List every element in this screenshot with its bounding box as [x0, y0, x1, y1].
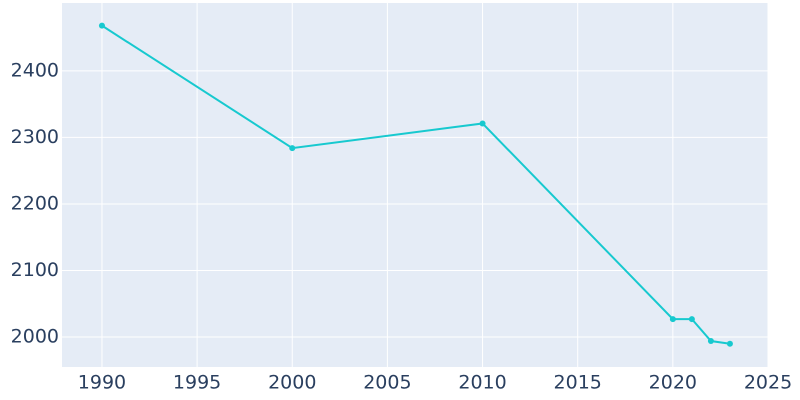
y-tick-label: 2000 — [11, 326, 59, 348]
x-tick-label: 2025 — [744, 372, 792, 394]
point — [669, 316, 676, 323]
point — [98, 22, 105, 29]
point — [289, 145, 296, 152]
point — [688, 316, 695, 323]
x-tick-label: 2000 — [268, 372, 316, 394]
y-tick-label: 2100 — [11, 259, 59, 281]
x-tick-label: 2010 — [458, 372, 506, 394]
x-tick-label: 1995 — [173, 372, 221, 394]
y-tick-label: 2300 — [11, 126, 59, 148]
y-tick-label: 2400 — [11, 59, 59, 81]
x-tick-label: 2020 — [649, 372, 697, 394]
x-tick-label: 1990 — [78, 372, 126, 394]
point — [726, 340, 733, 347]
y-tick-label: 2200 — [11, 192, 59, 214]
x-tick-label: 2015 — [554, 372, 602, 394]
x-tick-label: 2005 — [363, 372, 411, 394]
point — [707, 338, 714, 345]
plot-area — [62, 3, 768, 367]
point — [479, 120, 486, 127]
